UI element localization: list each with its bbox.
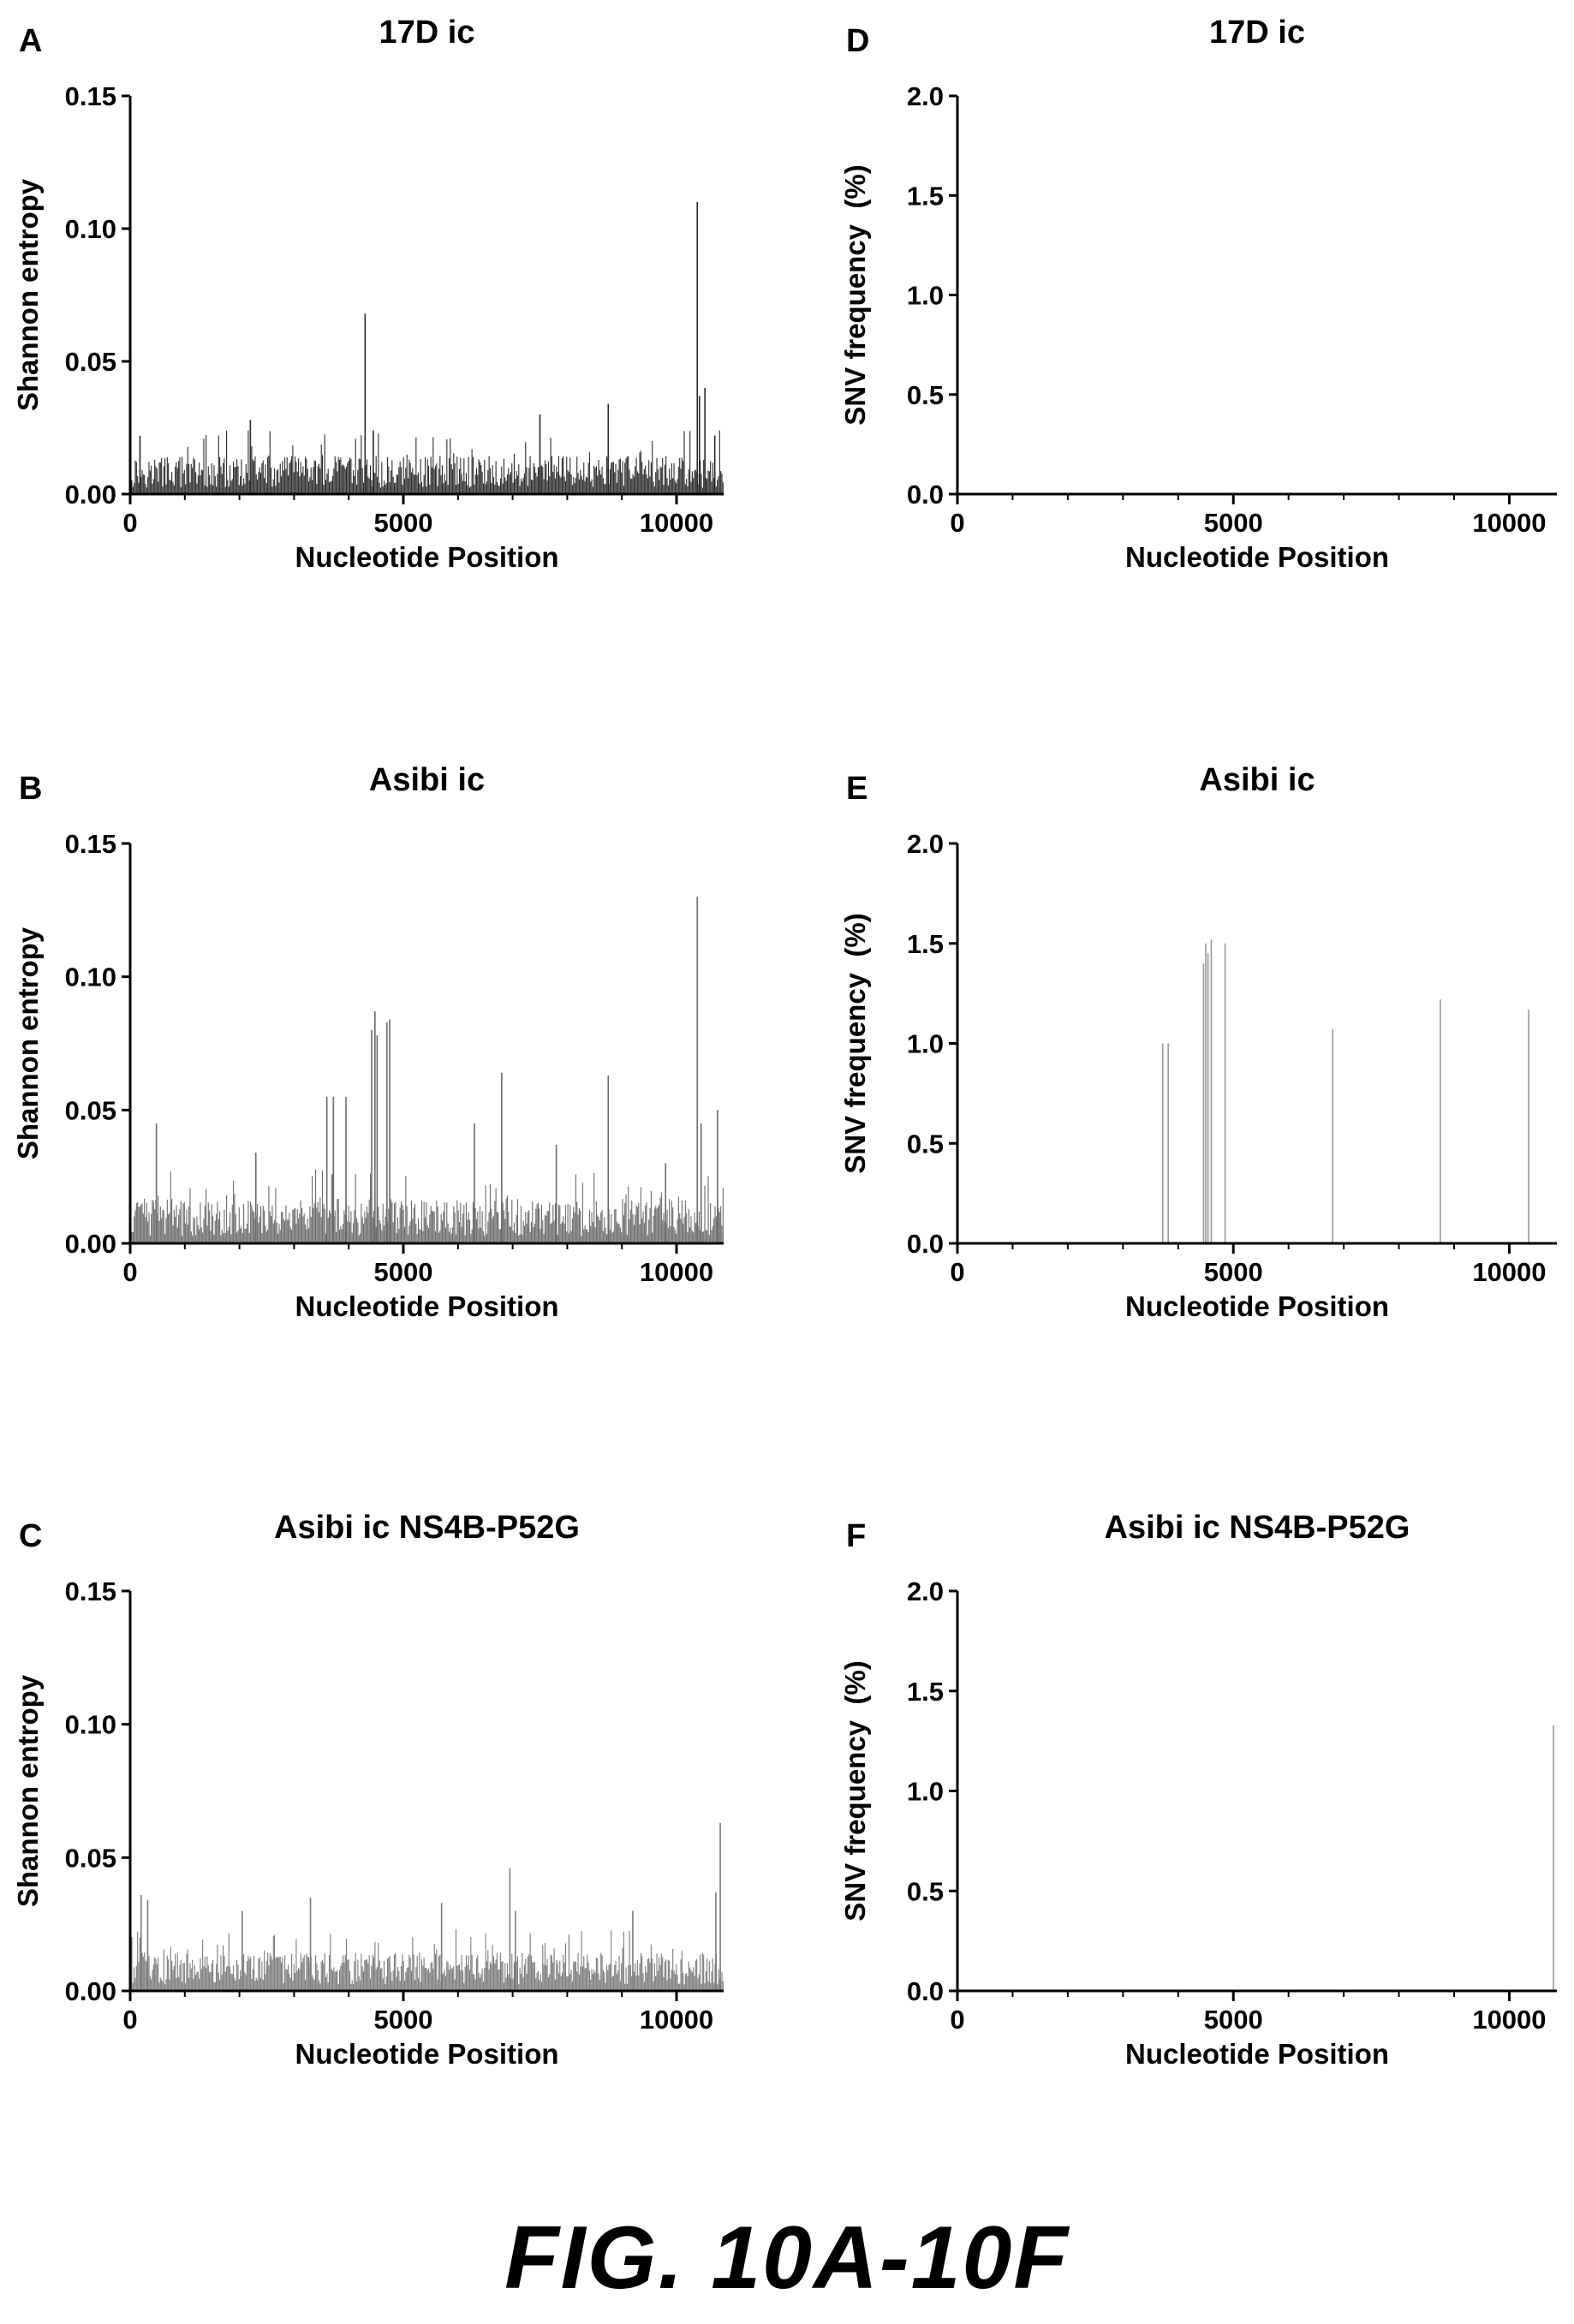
y-axis-label: Shannon entropy — [12, 927, 44, 1159]
y-axis-label: SNV frequency (%) — [839, 913, 871, 1173]
y-tick-label: 0.5 — [907, 1129, 944, 1159]
x-axis-label: Nucleotide Position — [295, 1290, 558, 1322]
y-tick-label: 0.15 — [65, 829, 116, 859]
y-axis-label: SNV frequency (%) — [839, 1660, 871, 1921]
y-tick-label: 2.0 — [907, 81, 944, 111]
y-axis-label: Shannon entropy — [12, 178, 44, 411]
x-tick-label: 5000 — [374, 2005, 433, 2035]
panel-title: Asibi ic NS4B-P52G — [274, 1510, 580, 1546]
panel-letter: D — [846, 23, 869, 59]
x-axis-label: Nucleotide Position — [1125, 2038, 1389, 2070]
x-tick-label: 5000 — [374, 1257, 433, 1287]
panel-letter: C — [19, 1518, 42, 1554]
background-series — [130, 1169, 724, 1243]
panel-title: Asibi ic NS4B-P52G — [1105, 1510, 1410, 1546]
panel-title: 17D ic — [1209, 15, 1305, 51]
peak-series — [139, 202, 716, 494]
panel-b: B Asibi ic 0.00 0.05 0.10 0.15 0 5000 10000 Nucle… — [12, 762, 724, 1322]
panel-letter: E — [846, 771, 867, 807]
x-axis-label: Nucleotide Position — [1125, 1290, 1389, 1322]
panel-letter: F — [846, 1518, 866, 1554]
x-tick-label: 5000 — [1204, 508, 1263, 538]
y-tick-label: 0.0 — [907, 1976, 944, 2006]
y-tick-label: 1.0 — [907, 281, 944, 311]
y-tick-label: 0.5 — [907, 380, 944, 410]
y-tick-label: 1.5 — [907, 181, 944, 211]
y-tick-label: 0.05 — [65, 1843, 116, 1873]
panel-letter: A — [19, 23, 42, 59]
panel-title: 17D ic — [379, 15, 475, 51]
x-axis-label: Nucleotide Position — [295, 2038, 558, 2070]
x-axis-label: Nucleotide Position — [295, 541, 558, 573]
y-tick-label: 0.15 — [65, 81, 116, 111]
y-tick-label: 0.0 — [907, 480, 944, 509]
y-tick-label: 2.0 — [907, 829, 944, 859]
peak-series — [140, 1822, 721, 1991]
x-tick-label: 10000 — [1472, 2005, 1546, 2035]
panel-letter: B — [19, 771, 42, 807]
x-tick-label: 10000 — [640, 508, 713, 538]
x-tick-label: 0 — [950, 508, 964, 538]
y-tick-label: 0.00 — [65, 1229, 116, 1259]
x-tick-label: 10000 — [640, 2005, 713, 2035]
panel-f: F Asibi ic NS4B-P52G 0.0 0.5 1.0 1.5 2.0 0 5000 1… — [839, 1510, 1557, 2070]
x-tick-label: 10000 — [1472, 1257, 1546, 1287]
y-axis-label: SNV frequency (%) — [839, 164, 871, 425]
x-tick-label: 0 — [122, 2005, 137, 2035]
panel-d: D 17D ic 0.0 0.5 1.0 1.5 2.0 0 5000 10000 Nucleoti… — [839, 15, 1557, 573]
x-tick-label: 0 — [950, 2005, 964, 2035]
peak-series — [155, 897, 718, 1243]
panel-a: A 17D ic 0.00 0.05 0.10 0.15 0 5000 10000 Nucleot… — [12, 15, 724, 573]
y-tick-label: 1.0 — [907, 1029, 944, 1059]
y-tick-label: 0.10 — [65, 214, 116, 244]
x-tick-label: 5000 — [1204, 2005, 1263, 2035]
x-tick-label: 5000 — [374, 508, 433, 538]
peak-series — [1161, 939, 1529, 1243]
panel-c: C Asibi ic NS4B-P52G 0.00 0.05 0.10 0.15 0 5000… — [12, 1510, 724, 2070]
y-tick-label: 0.0 — [907, 1229, 944, 1259]
y-tick-label: 0.05 — [65, 347, 116, 377]
x-tick-label: 0 — [122, 508, 137, 538]
y-tick-label: 0.10 — [65, 1710, 116, 1740]
y-tick-label: 0.00 — [65, 480, 116, 509]
x-tick-label: 5000 — [1204, 1257, 1263, 1287]
x-tick-label: 0 — [122, 1257, 137, 1287]
x-axis-label: Nucleotide Position — [1125, 541, 1389, 573]
background-series — [130, 1929, 724, 1991]
y-tick-label: 0.05 — [65, 1095, 116, 1125]
panel-e: E Asibi ic 0.0 0.5 1.0 1.5 2.0 0 5000 10000 Nucleo… — [839, 762, 1557, 1322]
y-tick-label: 1.0 — [907, 1777, 944, 1807]
y-tick-label: 0.10 — [65, 962, 116, 992]
y-tick-label: 1.5 — [907, 1677, 944, 1707]
figure-caption: FIG. 10A-10F — [504, 2208, 1070, 2308]
panel-title: Asibi ic — [369, 762, 485, 798]
x-tick-label: 10000 — [1472, 508, 1546, 538]
background-series — [130, 430, 724, 494]
panel-title: Asibi ic — [1199, 762, 1315, 798]
y-tick-label: 0.5 — [907, 1876, 944, 1906]
x-tick-label: 10000 — [640, 1257, 713, 1287]
y-tick-label: 0.00 — [65, 1976, 116, 2006]
x-tick-label: 0 — [950, 1257, 964, 1287]
y-tick-label: 2.0 — [907, 1576, 944, 1606]
y-axis-label: Shannon entropy — [12, 1674, 44, 1907]
y-tick-label: 1.5 — [907, 929, 944, 959]
y-tick-label: 0.15 — [65, 1576, 116, 1606]
